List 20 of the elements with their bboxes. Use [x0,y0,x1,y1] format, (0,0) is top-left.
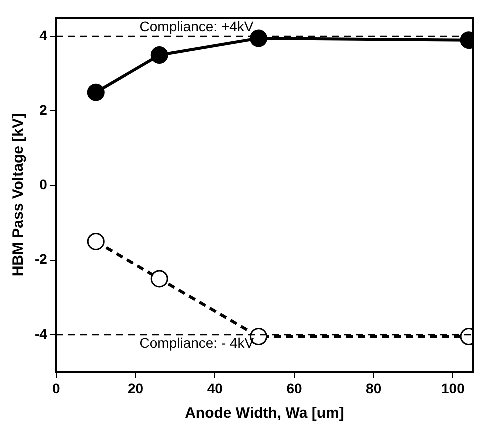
y-tick-label: 2 [40,102,48,118]
y-tick-label: 4 [40,28,48,44]
y-tick-label: -4 [34,326,48,342]
point [87,232,105,250]
ref-line-label: Compliance: - 4kV [140,334,255,351]
y-tick-label: -2 [34,251,48,268]
ref-line-label: Compliance: +4kV [140,18,254,34]
point [150,270,168,288]
y-tick-label: 0 [40,176,48,193]
x-tick-label: 0 [52,380,61,396]
point [150,46,168,64]
x-tick-label: 20 [128,380,144,396]
y-axis-title: HBM Pass Voltage [kV] [10,114,28,277]
x-tick-label: 40 [207,380,224,396]
x-tick-label: 100 [441,380,466,396]
x-axis-title: Anode Width, Wa [um] [185,405,344,422]
x-tick-label: 60 [286,380,302,396]
x-tick-label: 80 [366,380,382,396]
point [250,30,268,48]
point [87,84,105,102]
